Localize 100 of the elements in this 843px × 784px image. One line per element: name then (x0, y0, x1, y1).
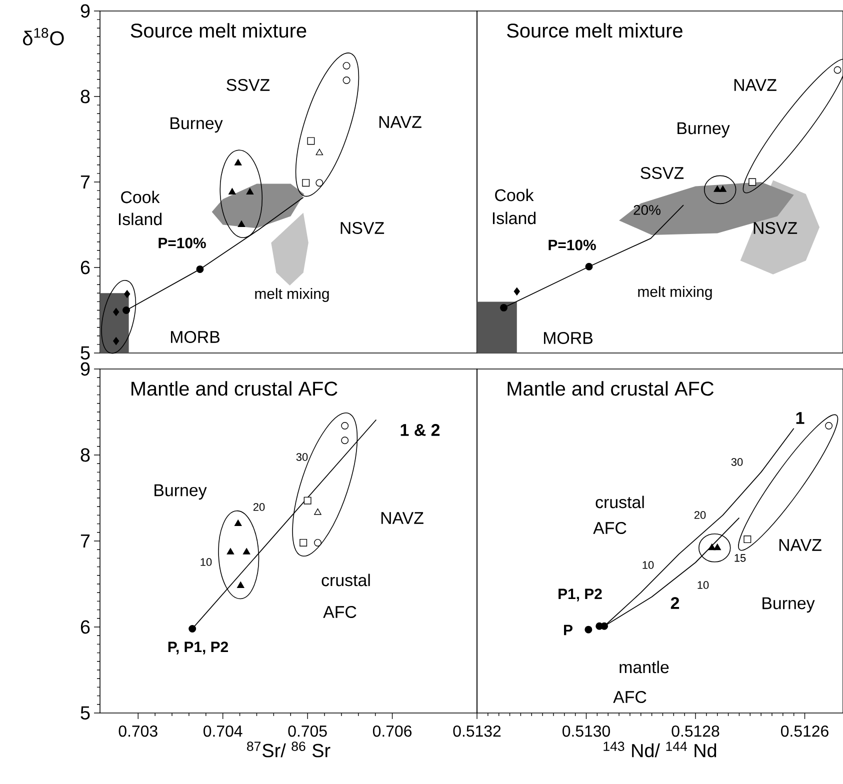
point (714, 544, 721, 550)
point (585, 262, 593, 270)
x-tick-label: 0.5126 (781, 725, 828, 737)
chart-title: Source melt mixture (130, 23, 306, 38)
annotation: crustal (596, 496, 644, 508)
annotation: mantle (620, 660, 669, 674)
annotation: 10 (642, 561, 654, 569)
point (500, 304, 508, 312)
point (237, 582, 244, 588)
y-tick-label: 6 (80, 260, 90, 274)
point (748, 178, 756, 186)
point (316, 148, 324, 156)
annotation: 30 (296, 453, 308, 461)
annotation: NSVZ (754, 222, 798, 234)
point (744, 536, 752, 544)
annotation: P1, P2 (558, 588, 602, 602)
y-tick-label: 9 (80, 362, 90, 376)
annotation: P=10% (158, 238, 206, 248)
point (302, 179, 310, 187)
annotation: melt mixing (255, 288, 329, 302)
annotation: 10 (698, 581, 709, 589)
point (242, 548, 250, 554)
annotation: Burney (154, 484, 207, 500)
point (314, 508, 322, 515)
annotation: SSVZ (226, 78, 270, 91)
annotation: P (564, 624, 572, 636)
annotation: AFC (613, 691, 646, 703)
annotation: P, P1, P2 (168, 642, 228, 654)
annotation: NSVZ (340, 222, 384, 234)
annotation: 1 (796, 412, 804, 424)
annotation: 20 (694, 511, 706, 519)
annotation: P=10% (548, 240, 596, 250)
y-tick-label: 8 (80, 90, 90, 104)
annotation: 30 (731, 458, 743, 466)
point (584, 626, 592, 634)
annotation: NAVZ (779, 539, 822, 551)
x-tick-label: 0.5128 (672, 725, 720, 737)
point (708, 544, 716, 550)
point (514, 288, 520, 296)
x-tick-label: 0.705 (288, 725, 327, 737)
x-tick-label: 0.5130 (562, 725, 610, 737)
y-axis-title: δ$^{18}$O (22, 28, 64, 46)
x-tick-label: 0.703 (118, 725, 158, 737)
annotation: 2 (670, 597, 680, 609)
annotation: Burney (170, 117, 223, 133)
point (246, 188, 254, 194)
annotation: AFC (593, 522, 626, 534)
y-tick-label: 7 (80, 175, 90, 189)
y-tick-label: 5 (80, 346, 90, 360)
point (124, 290, 130, 298)
y-tick-label: 9 (80, 4, 90, 18)
point (188, 624, 196, 632)
point (300, 538, 308, 546)
x-axis-title: $^{87}$Sr/ $^{86}$ Sr (247, 742, 330, 758)
x-tick-label: 0.706 (372, 725, 412, 737)
point (113, 308, 120, 316)
point (226, 548, 234, 554)
point (234, 520, 242, 526)
point (238, 220, 246, 227)
annotation: 10 (200, 558, 212, 566)
point (113, 337, 120, 345)
y-tick-label: 8 (80, 448, 90, 462)
point (834, 66, 842, 74)
annotation: NAVZ (734, 79, 776, 91)
annotation: MORB (170, 330, 220, 343)
annotation: 20% (634, 205, 660, 215)
y-tick-label: 5 (80, 706, 90, 720)
annotation: 15 (734, 554, 746, 562)
y-tick-label: 7 (80, 534, 90, 548)
chart-title: Mantle and crustal AFC (132, 381, 338, 396)
point (196, 265, 204, 273)
annotation: NAVZ (379, 116, 422, 128)
point (341, 436, 349, 444)
point (714, 186, 721, 192)
annotation: NAVZ (381, 512, 424, 524)
annotation: MORB (544, 332, 593, 344)
annotation: Burney (678, 122, 730, 138)
annotation: Island (118, 212, 162, 226)
point (307, 137, 315, 145)
annotation: SSVZ (640, 166, 684, 179)
annotation: Burney (762, 597, 815, 613)
point (600, 622, 608, 630)
chart-title: Mantle and crustal AFC (508, 381, 714, 396)
annotation: Island (492, 212, 536, 224)
annotation: Cook (121, 190, 160, 204)
annotation: melt mixing (638, 286, 712, 300)
x-tick-label: 0.704 (204, 725, 242, 737)
point (304, 496, 312, 504)
y-tick-label: 6 (80, 620, 90, 634)
annotation: AFC (323, 606, 356, 618)
point (122, 306, 130, 314)
point (719, 186, 726, 192)
point (234, 159, 242, 166)
chart-title: Source melt mixture (507, 23, 682, 38)
x-tick-label: 0.5132 (453, 725, 501, 737)
annotation: 20 (253, 503, 265, 511)
annotation: Cook (495, 188, 534, 202)
annotation: 1 & 2 (400, 424, 440, 436)
annotation: crustal (322, 574, 370, 586)
x-axis-title: $^{143}$ Nd/ $^{144}$ Nd (604, 742, 716, 758)
